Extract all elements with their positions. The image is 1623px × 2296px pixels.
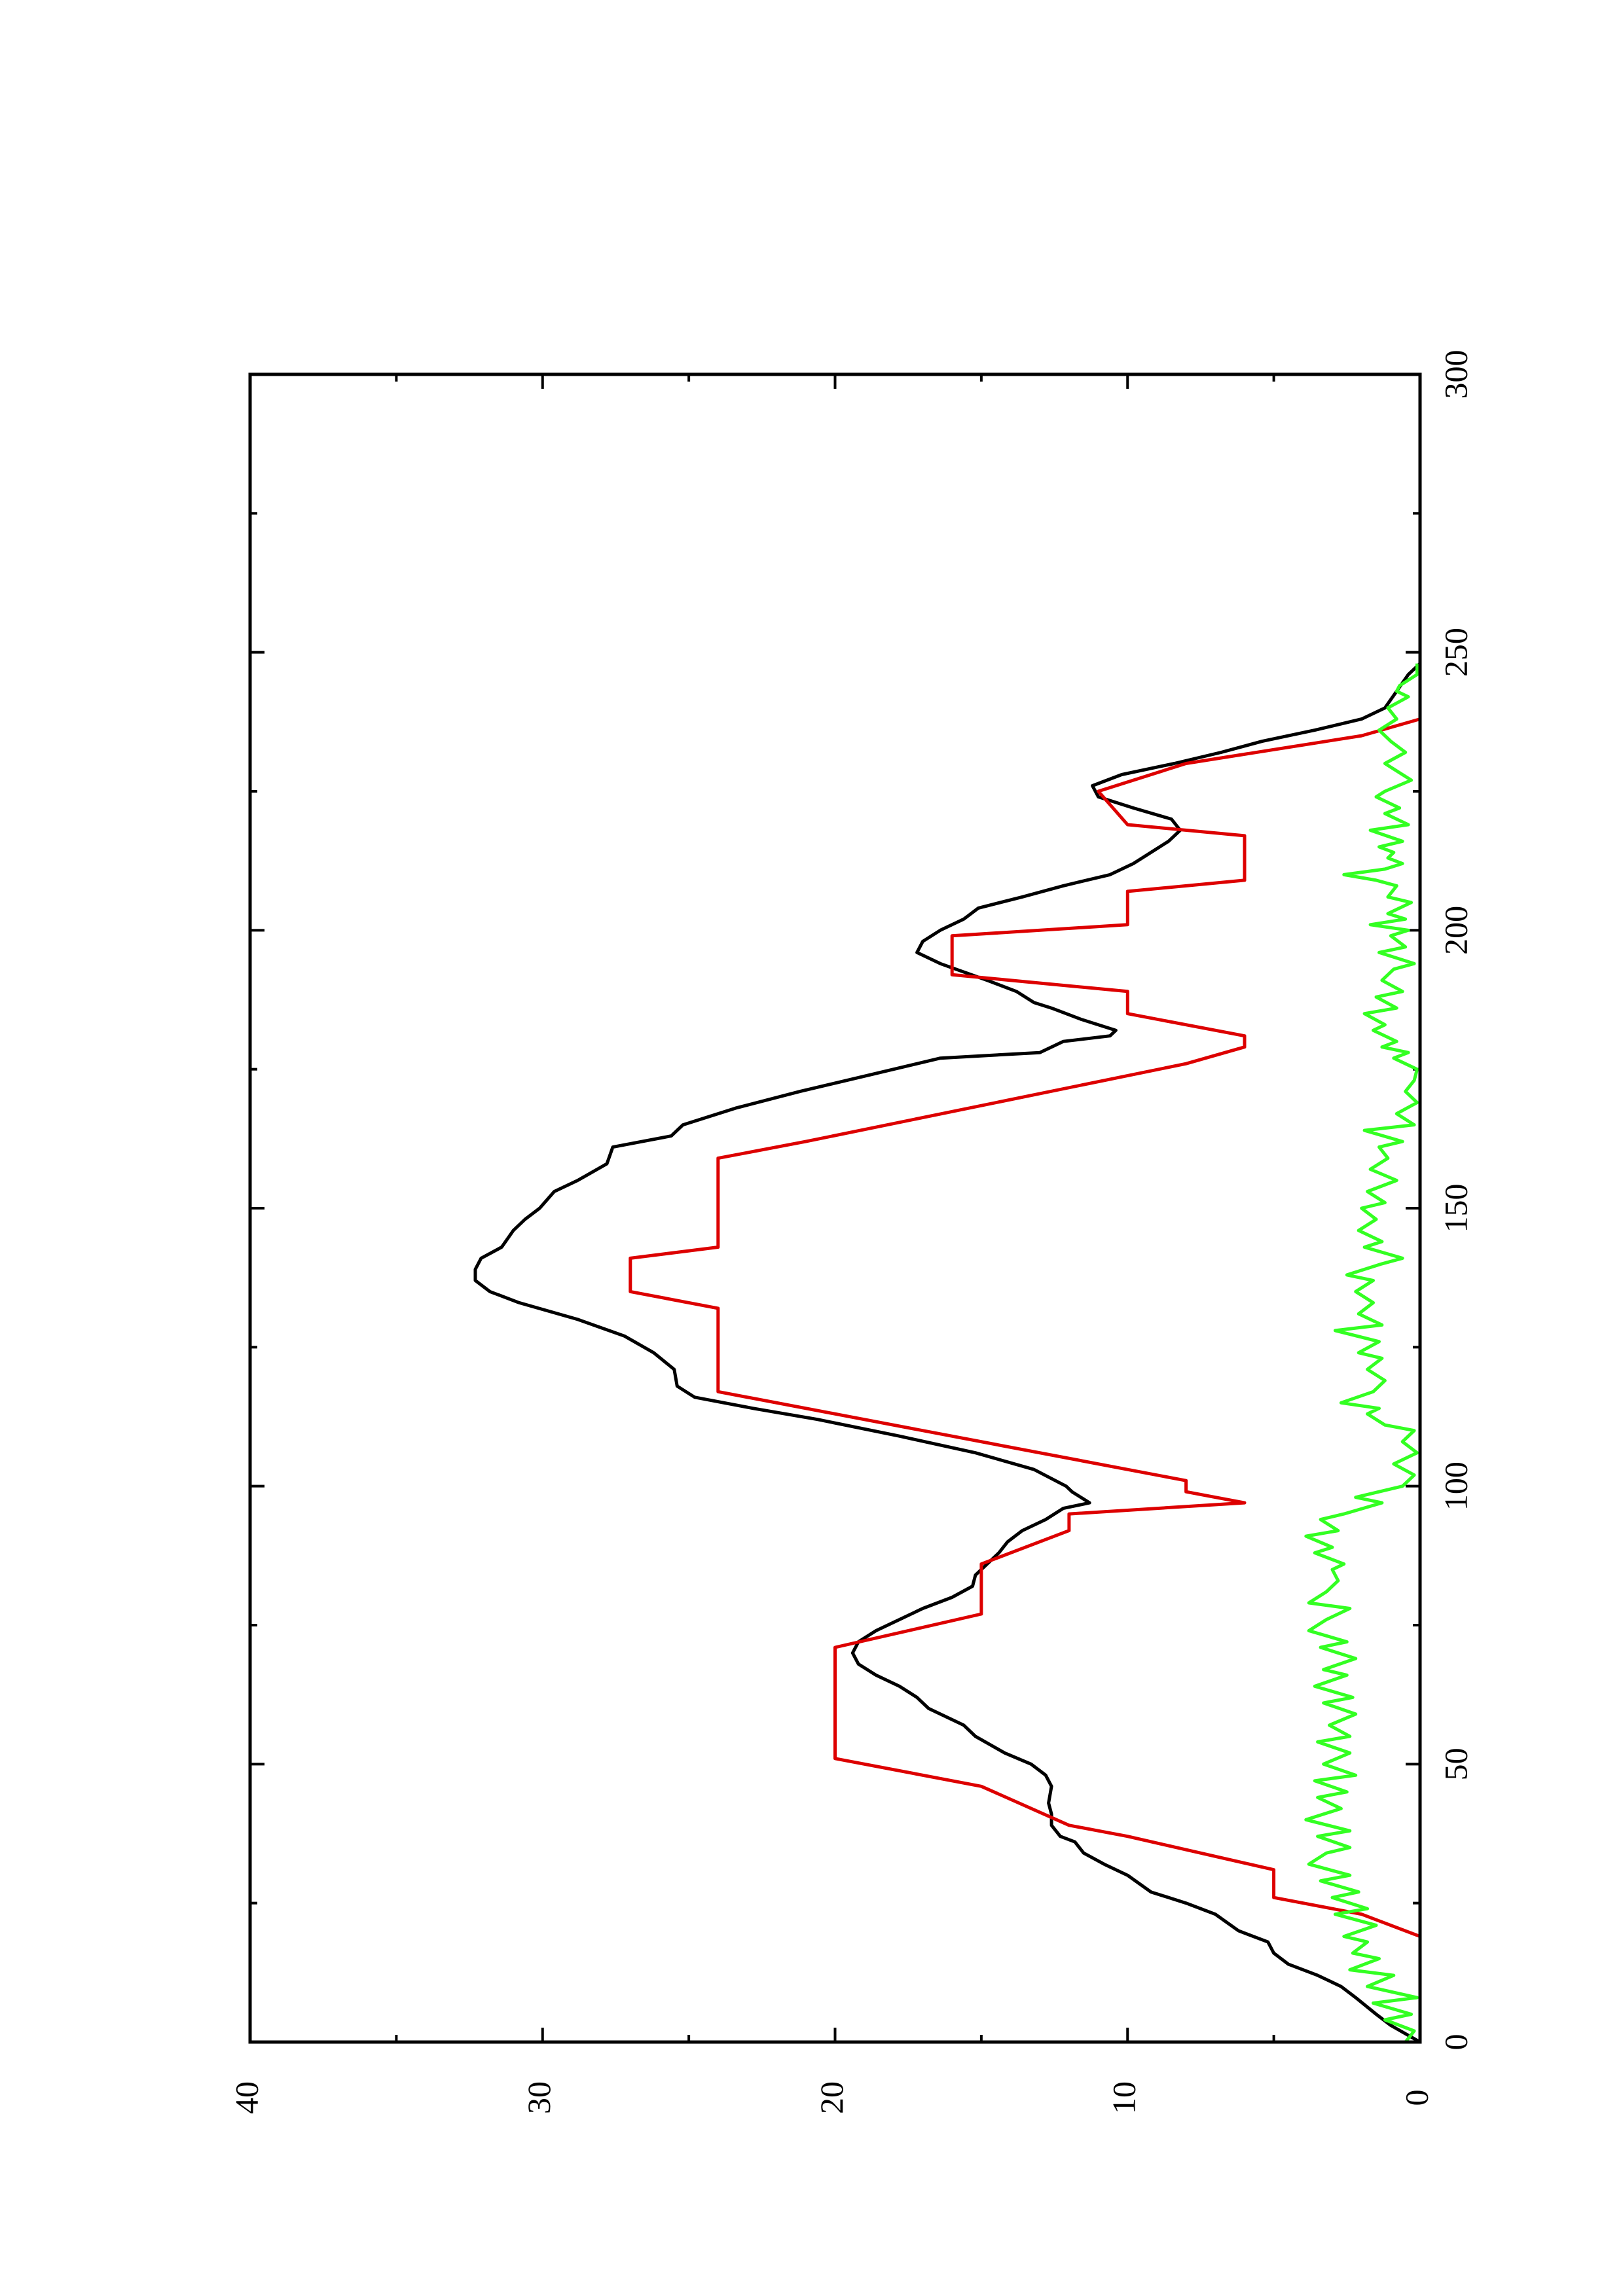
y-tick-label: 40 — [228, 2081, 264, 2114]
x-tick-label: 250 — [1437, 628, 1474, 677]
series-layer — [473, 662, 1422, 2044]
x-tick-label: 200 — [1437, 906, 1474, 955]
x-tick-label: 100 — [1437, 1462, 1474, 1511]
y-tick-label: 30 — [520, 2081, 557, 2114]
y-tick-label: 0 — [1398, 2090, 1434, 2106]
tick-layer — [249, 373, 1421, 2043]
y-tick-label: 10 — [1106, 2081, 1142, 2114]
series-line-1 — [473, 662, 1421, 2044]
x-tick-label: 300 — [1437, 350, 1474, 399]
x-tick-label: 0 — [1437, 2034, 1474, 2051]
x-tick-label: 50 — [1437, 1748, 1474, 1780]
series-line-2 — [629, 663, 1422, 2042]
tick-label-layer: 0 50 100 150 200 250 300 0 10 20 30 40 — [228, 350, 1474, 2115]
series-line-3 — [1304, 663, 1419, 2043]
y-tick-label: 20 — [813, 2081, 850, 2114]
plot-frame — [248, 372, 1422, 2044]
x-tick-label: 150 — [1437, 1184, 1474, 1233]
